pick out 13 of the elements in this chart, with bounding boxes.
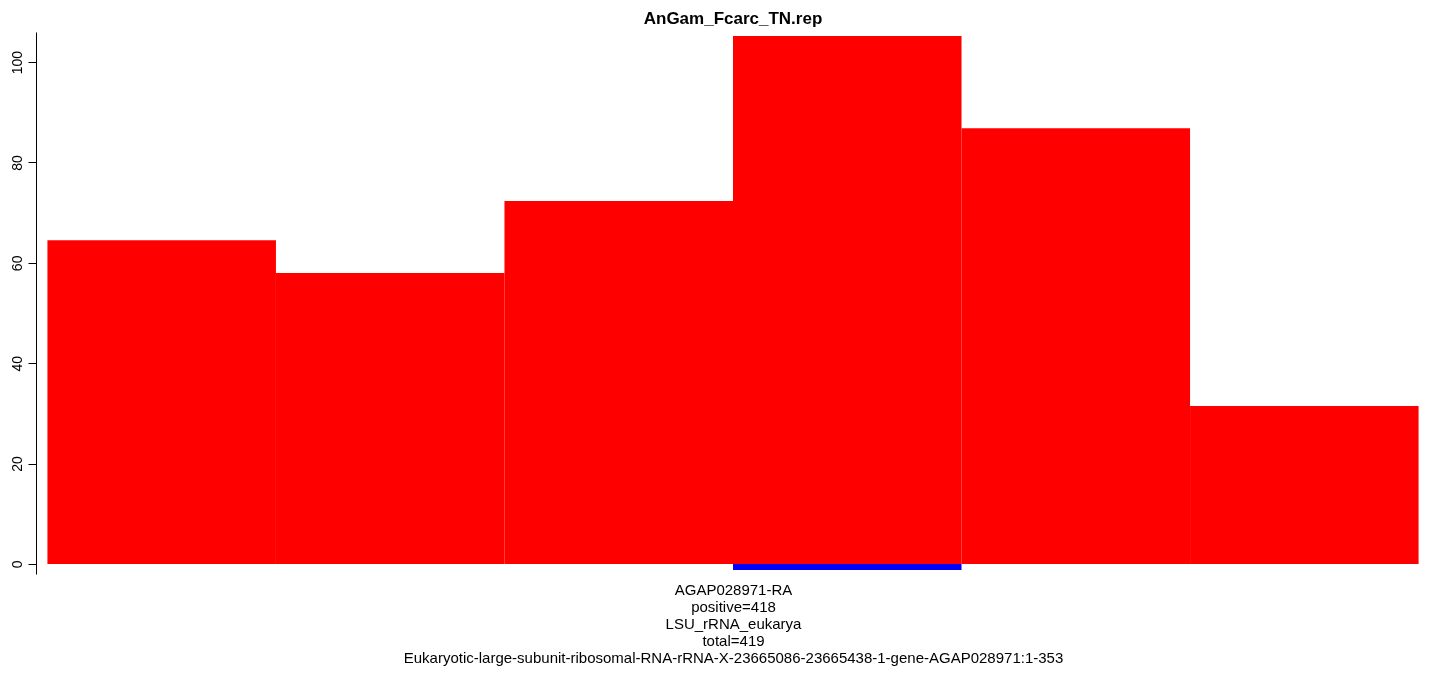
y-tick-label: 40 <box>8 355 25 372</box>
y-tick-label: 20 <box>8 456 25 472</box>
text: Eukaryotic-large-subunit-ribosomal-RNA-rRNA-X-23665086-23665438-1-gene-AGAP028971:1-353 <box>403 648 1064 666</box>
text: positive=418 <box>691 597 776 615</box>
text: LSU_rRNA_eukarya <box>665 614 803 632</box>
y-tick-label: 60 <box>8 255 25 272</box>
y-tick-label: 0 <box>8 560 25 569</box>
bar <box>733 563 962 570</box>
chart-title: AnGam_Fcarc_TN.rep <box>643 9 823 28</box>
y-tick-label: 80 <box>8 154 25 171</box>
text: AGAP028971-RA <box>674 580 793 598</box>
y-tick-label: 100 <box>8 50 25 75</box>
text: total=419 <box>702 631 765 649</box>
